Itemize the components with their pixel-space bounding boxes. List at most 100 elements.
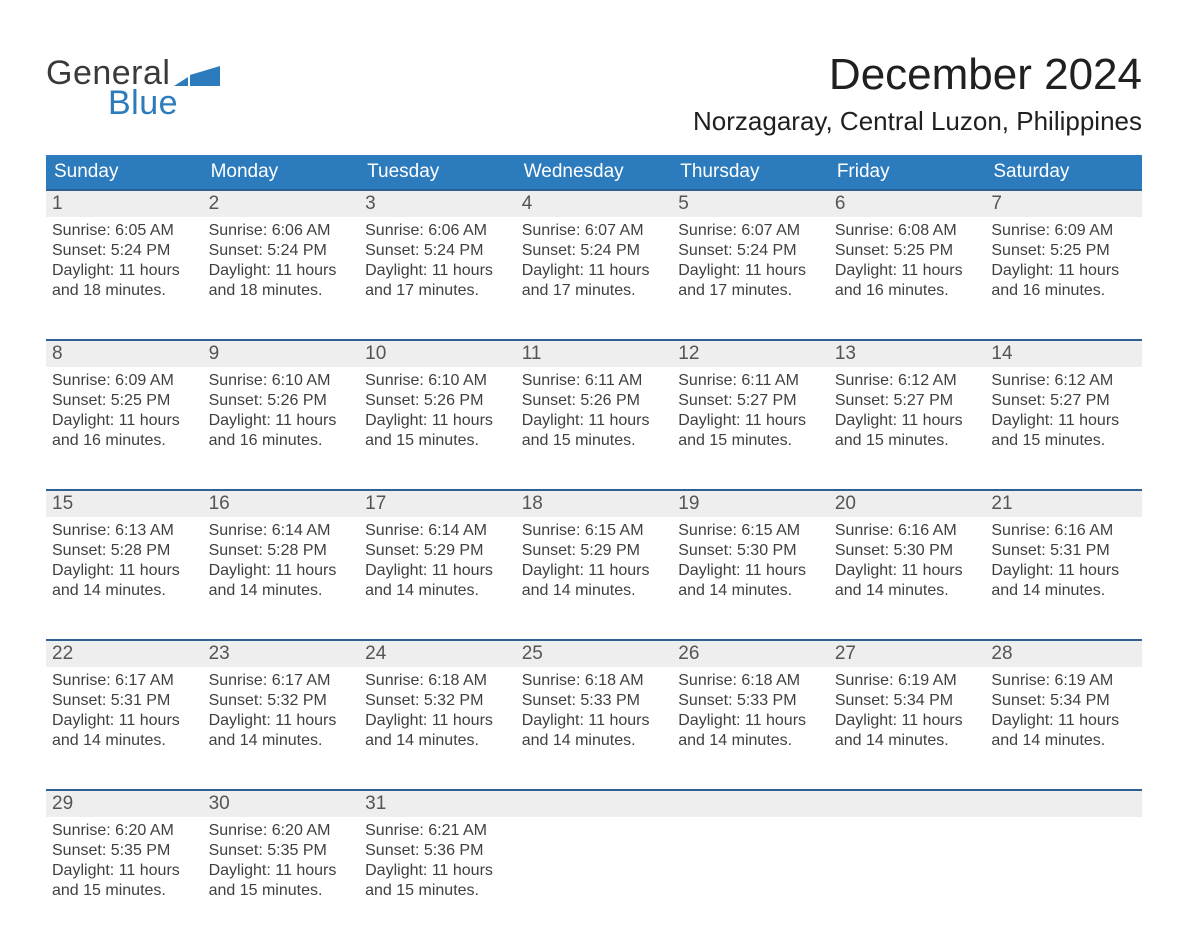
date-number: 20 (829, 491, 986, 517)
sunset-text: Sunset: 5:34 PM (835, 691, 980, 711)
calendar-cell: 15Sunrise: 6:13 AMSunset: 5:28 PMDayligh… (46, 489, 203, 621)
daylight-text-1: Daylight: 11 hours (991, 261, 1136, 281)
sunrise-text: Sunrise: 6:19 AM (991, 671, 1136, 691)
page-title: December 2024 (693, 50, 1142, 100)
day-info (829, 817, 986, 897)
sunset-text: Sunset: 5:24 PM (209, 241, 354, 261)
day-info: Sunrise: 6:18 AMSunset: 5:32 PMDaylight:… (359, 667, 516, 763)
sunrise-text: Sunrise: 6:12 AM (991, 371, 1136, 391)
date-number: 11 (516, 341, 673, 367)
date-number: 8 (46, 341, 203, 367)
daylight-text-2: and 16 minutes. (835, 281, 980, 301)
sunrise-text: Sunrise: 6:21 AM (365, 821, 510, 841)
calendar-cell: 24Sunrise: 6:18 AMSunset: 5:32 PMDayligh… (359, 639, 516, 771)
daylight-text-1: Daylight: 11 hours (209, 261, 354, 281)
day-info: Sunrise: 6:13 AMSunset: 5:28 PMDaylight:… (46, 517, 203, 613)
daylight-text-2: and 15 minutes. (522, 431, 667, 451)
sunrise-text: Sunrise: 6:18 AM (678, 671, 823, 691)
calendar-cell: 26Sunrise: 6:18 AMSunset: 5:33 PMDayligh… (672, 639, 829, 771)
sunset-text: Sunset: 5:24 PM (365, 241, 510, 261)
weekday-header: Friday (829, 155, 986, 189)
daylight-text-2: and 14 minutes. (365, 581, 510, 601)
sunrise-text: Sunrise: 6:10 AM (209, 371, 354, 391)
weekday-header: Saturday (985, 155, 1142, 189)
logo-text-blue: Blue (108, 86, 220, 120)
daylight-text-1: Daylight: 11 hours (209, 861, 354, 881)
day-info: Sunrise: 6:19 AMSunset: 5:34 PMDaylight:… (985, 667, 1142, 763)
sunset-text: Sunset: 5:25 PM (991, 241, 1136, 261)
calendar-cell: 4Sunrise: 6:07 AMSunset: 5:24 PMDaylight… (516, 189, 673, 321)
day-info: Sunrise: 6:08 AMSunset: 5:25 PMDaylight:… (829, 217, 986, 313)
daylight-text-2: and 14 minutes. (991, 581, 1136, 601)
daylight-text-2: and 15 minutes. (209, 881, 354, 901)
daylight-text-2: and 14 minutes. (209, 731, 354, 751)
weekday-header: Monday (203, 155, 360, 189)
daylight-text-2: and 14 minutes. (835, 581, 980, 601)
sunset-text: Sunset: 5:25 PM (835, 241, 980, 261)
daylight-text-1: Daylight: 11 hours (52, 411, 197, 431)
calendar-cell: 29Sunrise: 6:20 AMSunset: 5:35 PMDayligh… (46, 789, 203, 921)
day-info: Sunrise: 6:17 AMSunset: 5:32 PMDaylight:… (203, 667, 360, 763)
calendar-cell (516, 789, 673, 921)
calendar-cell: 14Sunrise: 6:12 AMSunset: 5:27 PMDayligh… (985, 339, 1142, 471)
calendar-cell: 25Sunrise: 6:18 AMSunset: 5:33 PMDayligh… (516, 639, 673, 771)
day-info: Sunrise: 6:06 AMSunset: 5:24 PMDaylight:… (359, 217, 516, 313)
daylight-text-1: Daylight: 11 hours (209, 711, 354, 731)
day-info: Sunrise: 6:16 AMSunset: 5:31 PMDaylight:… (985, 517, 1142, 613)
day-info: Sunrise: 6:09 AMSunset: 5:25 PMDaylight:… (985, 217, 1142, 313)
weekday-header: Sunday (46, 155, 203, 189)
sunset-text: Sunset: 5:26 PM (522, 391, 667, 411)
calendar-cell: 9Sunrise: 6:10 AMSunset: 5:26 PMDaylight… (203, 339, 360, 471)
daylight-text-1: Daylight: 11 hours (835, 561, 980, 581)
sunset-text: Sunset: 5:26 PM (365, 391, 510, 411)
calendar-cell: 20Sunrise: 6:16 AMSunset: 5:30 PMDayligh… (829, 489, 986, 621)
sunrise-text: Sunrise: 6:15 AM (678, 521, 823, 541)
sunrise-text: Sunrise: 6:12 AM (835, 371, 980, 391)
date-number: 24 (359, 641, 516, 667)
date-number: 29 (46, 791, 203, 817)
date-number: 17 (359, 491, 516, 517)
calendar-cell: 22Sunrise: 6:17 AMSunset: 5:31 PMDayligh… (46, 639, 203, 771)
calendar-cell: 17Sunrise: 6:14 AMSunset: 5:29 PMDayligh… (359, 489, 516, 621)
sunrise-text: Sunrise: 6:17 AM (52, 671, 197, 691)
date-number: 4 (516, 191, 673, 217)
daylight-text-1: Daylight: 11 hours (835, 411, 980, 431)
daylight-text-1: Daylight: 11 hours (522, 711, 667, 731)
sunrise-text: Sunrise: 6:11 AM (522, 371, 667, 391)
sunrise-text: Sunrise: 6:20 AM (52, 821, 197, 841)
sunset-text: Sunset: 5:34 PM (991, 691, 1136, 711)
daylight-text-1: Daylight: 11 hours (678, 261, 823, 281)
day-info (985, 817, 1142, 897)
daylight-text-1: Daylight: 11 hours (365, 411, 510, 431)
day-info: Sunrise: 6:17 AMSunset: 5:31 PMDaylight:… (46, 667, 203, 763)
date-number: 14 (985, 341, 1142, 367)
day-info: Sunrise: 6:06 AMSunset: 5:24 PMDaylight:… (203, 217, 360, 313)
daylight-text-1: Daylight: 11 hours (209, 561, 354, 581)
calendar-cell (829, 789, 986, 921)
daylight-text-2: and 15 minutes. (52, 881, 197, 901)
header-row: General Blue December 2024 Norzagaray, C… (46, 50, 1142, 137)
daylight-text-2: and 17 minutes. (522, 281, 667, 301)
date-number: 7 (985, 191, 1142, 217)
daylight-text-2: and 18 minutes. (52, 281, 197, 301)
date-number: 15 (46, 491, 203, 517)
day-info: Sunrise: 6:20 AMSunset: 5:35 PMDaylight:… (46, 817, 203, 913)
daylight-text-1: Daylight: 11 hours (52, 561, 197, 581)
sunset-text: Sunset: 5:25 PM (52, 391, 197, 411)
daylight-text-1: Daylight: 11 hours (678, 561, 823, 581)
daylight-text-2: and 15 minutes. (678, 431, 823, 451)
sunset-text: Sunset: 5:31 PM (991, 541, 1136, 561)
sunrise-text: Sunrise: 6:05 AM (52, 221, 197, 241)
sunrise-text: Sunrise: 6:18 AM (522, 671, 667, 691)
sunrise-text: Sunrise: 6:17 AM (209, 671, 354, 691)
date-number: 26 (672, 641, 829, 667)
weekday-header: Wednesday (516, 155, 673, 189)
date-number: 21 (985, 491, 1142, 517)
sunrise-text: Sunrise: 6:20 AM (209, 821, 354, 841)
date-number: 12 (672, 341, 829, 367)
day-info: Sunrise: 6:16 AMSunset: 5:30 PMDaylight:… (829, 517, 986, 613)
calendar-cell (672, 789, 829, 921)
daylight-text-2: and 14 minutes. (522, 581, 667, 601)
daylight-text-2: and 14 minutes. (52, 731, 197, 751)
sunset-text: Sunset: 5:30 PM (678, 541, 823, 561)
